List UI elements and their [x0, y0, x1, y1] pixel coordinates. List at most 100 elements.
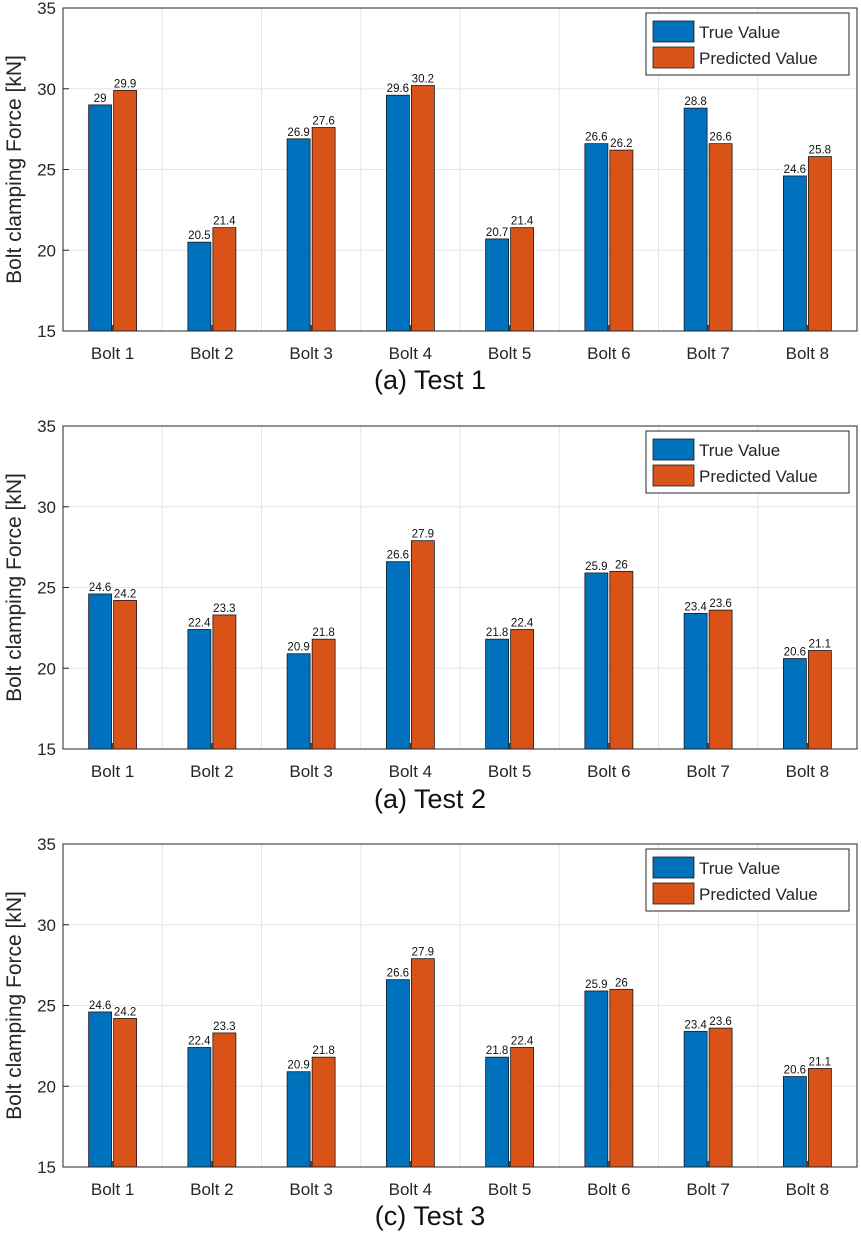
data-label: 20.5 [188, 230, 210, 242]
bar-predicted-1 [113, 1018, 138, 1168]
y-tick-label: 20 [37, 1077, 56, 1096]
data-label: 20.9 [287, 642, 309, 654]
bar-predicted-1 [113, 600, 138, 750]
bar-true-3 [286, 1071, 311, 1168]
bar-predicted-5 [510, 1047, 535, 1168]
bar-true-4 [385, 94, 410, 332]
data-label: 21.8 [486, 1045, 508, 1057]
data-label: 26.6 [585, 132, 607, 144]
legend-swatch-true [652, 438, 695, 461]
bar-true-3 [286, 653, 311, 750]
panel-caption: (a) Test 1 [374, 365, 486, 395]
legend-label-predicted: Predicted Value [699, 49, 818, 68]
legend-label-predicted: Predicted Value [699, 467, 818, 486]
x-tick-label: Bolt 3 [289, 344, 332, 363]
bar-true-6 [584, 572, 609, 750]
data-label: 30.2 [412, 74, 434, 86]
x-tick-label: Bolt 6 [587, 762, 630, 781]
y-tick-label: 15 [37, 322, 56, 341]
panel-caption: (c) Test 3 [375, 1201, 486, 1231]
legend-swatch-true [652, 856, 695, 879]
x-tick-label: Bolt 4 [389, 1180, 432, 1199]
legend-swatch-predicted [652, 464, 695, 487]
bar-predicted-2 [212, 614, 237, 750]
bar-predicted-5 [510, 629, 535, 750]
bar-predicted-7 [708, 143, 733, 332]
panel-caption: (a) Test 2 [374, 784, 486, 814]
bar-predicted-4 [410, 958, 435, 1168]
data-label: 23.3 [213, 603, 235, 615]
y-tick-label: 25 [37, 161, 56, 180]
data-label: 25.9 [585, 561, 607, 573]
data-label: 27.9 [412, 529, 434, 541]
x-tick-label: Bolt 6 [587, 344, 630, 363]
data-label: 20.9 [287, 1060, 309, 1072]
bar-true-8 [782, 1076, 807, 1168]
y-axis-label: Bolt clamping Force [kN] [3, 891, 26, 1120]
y-tick-label: 35 [37, 417, 56, 436]
data-label: 24.6 [784, 164, 806, 176]
bar-predicted-6 [609, 988, 634, 1168]
x-tick-label: Bolt 3 [289, 1180, 332, 1199]
data-label: 21.8 [486, 627, 508, 639]
bar-predicted-1 [113, 89, 138, 332]
y-tick-label: 35 [37, 835, 56, 854]
y-tick-label: 20 [37, 659, 56, 678]
x-tick-label: Bolt 5 [488, 344, 531, 363]
bar-true-2 [187, 1047, 212, 1168]
data-label: 26.9 [287, 127, 309, 139]
y-tick-label: 15 [37, 740, 56, 759]
y-tick-label: 25 [37, 579, 56, 598]
bar-true-5 [485, 638, 510, 750]
x-tick-label: Bolt 5 [488, 1180, 531, 1199]
bar-predicted-6 [609, 149, 634, 332]
y-tick-label: 30 [37, 916, 56, 935]
legend-label-predicted: Predicted Value [699, 885, 818, 904]
legend-swatch-true [652, 20, 695, 43]
data-label: 26.6 [387, 968, 409, 980]
x-tick-label: Bolt 3 [289, 762, 332, 781]
x-tick-label: Bolt 1 [91, 344, 134, 363]
x-tick-label: Bolt 1 [91, 1180, 134, 1199]
data-label: 24.2 [114, 588, 136, 600]
bar-predicted-8 [807, 1068, 832, 1168]
y-tick-label: 30 [37, 498, 56, 517]
x-tick-label: Bolt 2 [190, 344, 233, 363]
y-axis-label: Bolt clamping Force [kN] [3, 473, 26, 702]
data-label: 26.2 [610, 138, 632, 150]
bar-predicted-6 [609, 570, 634, 750]
data-label: 25.9 [585, 979, 607, 991]
bar-true-5 [485, 238, 510, 332]
y-tick-label: 35 [37, 0, 56, 18]
y-tick-label: 30 [37, 80, 56, 99]
data-label: 21.8 [312, 1045, 334, 1057]
data-label: 23.4 [684, 1019, 707, 1031]
chart-panel-3: 24.6 22.4 20.9 26.6 21.8 25.9 23.4 20.6 24.2 23.3… [3, 835, 858, 1231]
y-tick-label: 25 [37, 997, 56, 1016]
bar-predicted-7 [708, 609, 733, 750]
bar-predicted-3 [311, 127, 336, 332]
data-label: 23.6 [709, 1016, 731, 1028]
x-tick-label: Bolt 4 [389, 762, 432, 781]
data-label: 20.6 [784, 1065, 806, 1077]
bar-predicted-7 [708, 1027, 733, 1168]
x-tick-label: Bolt 4 [389, 344, 432, 363]
data-label: 21.1 [809, 1056, 831, 1068]
bar-predicted-2 [212, 227, 237, 332]
data-label: 23.4 [684, 601, 707, 613]
bar-predicted-3 [311, 1056, 336, 1168]
x-tick-label: Bolt 2 [190, 1180, 233, 1199]
bar-predicted-4 [410, 540, 435, 750]
legend-label-true: True Value [699, 859, 780, 878]
data-label: 25.8 [809, 145, 831, 157]
data-label: 23.6 [709, 598, 731, 610]
data-label: 24.6 [89, 582, 111, 594]
x-tick-label: Bolt 1 [91, 762, 134, 781]
bar-true-1 [88, 1011, 113, 1168]
bar-true-1 [88, 593, 113, 750]
bar-true-3 [286, 138, 311, 332]
chart-panel-1: 29 20.5 26.9 29.6 20.7 26.6 28.8 24.6 29.9 21.4 27… [3, 0, 858, 395]
bar-true-5 [485, 1056, 510, 1168]
data-label: 29.9 [114, 78, 136, 90]
